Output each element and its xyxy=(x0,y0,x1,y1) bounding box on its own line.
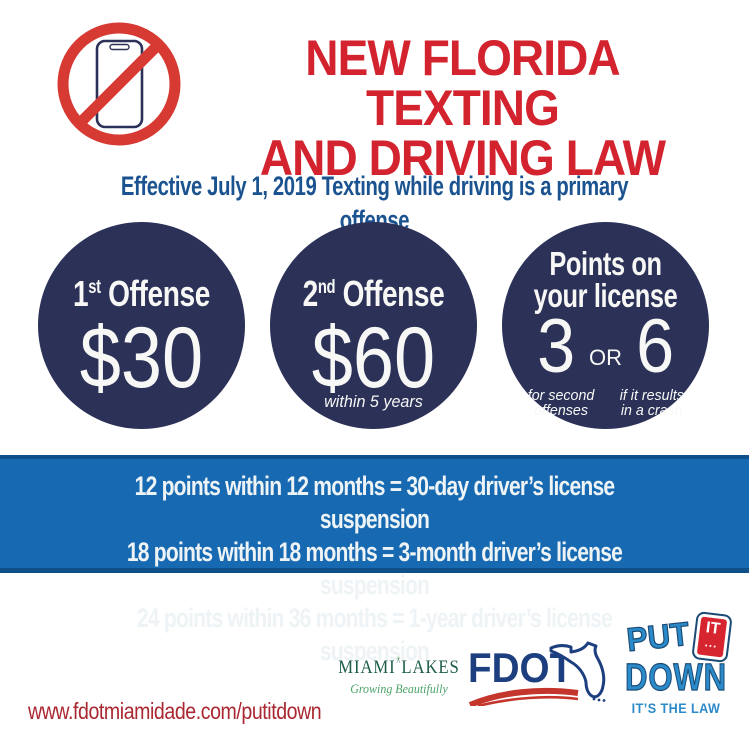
points-value-high: 6 xyxy=(636,304,675,389)
suspension-rule-1: 12 points within 12 months = 30-day driv… xyxy=(134,471,615,534)
suspension-banner: 12 points within 12 months = 30-day driv… xyxy=(0,455,749,666)
phone-dots: ... xyxy=(703,635,719,651)
no-phone-icon xyxy=(55,20,183,148)
florida-outline-icon xyxy=(549,641,606,702)
second-offense-heading: 2nd Offense xyxy=(302,273,445,314)
points-values: 3 OR 6 xyxy=(502,304,709,389)
second-offense-circle: 2nd Offense $60 within 5 years xyxy=(270,222,477,429)
points-value-low: 3 xyxy=(536,304,575,389)
palm-tree-icon xyxy=(396,656,401,664)
second-offense-fine: $60 xyxy=(311,310,436,406)
miami-lakes-logo: MIAMI LAKES Growing Beautifully xyxy=(330,640,468,697)
no-phone-sign-icon xyxy=(57,22,181,146)
down-word: DOWN xyxy=(625,657,727,699)
points-or-label: OR xyxy=(589,345,622,370)
second-offense-note: within 5 years xyxy=(324,392,423,411)
put-it-down-logo: PUT IT ... DOWN IT’S THE LAW xyxy=(606,613,746,716)
put-it-row: PUT IT ... xyxy=(606,613,746,661)
points-captions: for second offenses if it results in a c… xyxy=(502,388,709,418)
suspension-rule-3: 24 points within 36 months = 1-year driv… xyxy=(136,603,613,666)
miami-lakes-tagline: Growing Beautifully xyxy=(350,681,448,696)
title-line-2: AND DRIVING LAW xyxy=(259,130,666,186)
page-title: NEW FLORIDA TEXTING AND DRIVING LAW xyxy=(185,33,740,183)
campaign-url[interactable]: www.fdotmiamidade.com/putitdown xyxy=(28,698,322,724)
points-caption-low: for second offenses xyxy=(527,387,595,419)
first-offense-fine: $30 xyxy=(79,310,204,406)
it-phone-icon: IT ... xyxy=(692,613,731,661)
license-points-circle: Points on your license 3 OR 6 for second… xyxy=(502,222,709,429)
suspension-rule-2: 18 points within 18 months = 3-month dri… xyxy=(126,537,623,600)
miami-lakes-wordmark: MIAMI LAKES xyxy=(338,640,459,679)
effective-date-note: Effective July 1, 2019 Texting while dri… xyxy=(120,171,629,235)
fdot-logo: FDOT xyxy=(466,638,614,706)
points-title: Points on your license xyxy=(533,245,678,314)
first-offense-circle: 1st Offense $30 xyxy=(38,222,245,429)
points-caption-high: if it results in a crash xyxy=(619,387,684,419)
first-offense-heading: 1st Offense xyxy=(73,273,210,314)
title-line-1: NEW FLORIDA TEXTING xyxy=(305,30,620,136)
road-swoosh-icon xyxy=(468,687,579,706)
its-the-law-tagline: IT’S THE LAW xyxy=(631,700,721,716)
put-word: PUT xyxy=(624,614,691,659)
